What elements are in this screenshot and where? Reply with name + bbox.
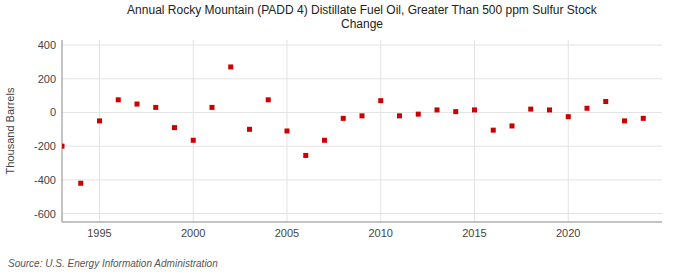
x-grid-line — [99, 40, 100, 222]
point — [491, 128, 496, 133]
y-axis-label: Thousand Barrels — [4, 87, 16, 174]
point — [416, 112, 421, 117]
point — [622, 118, 627, 123]
point — [566, 114, 571, 119]
point — [585, 106, 590, 111]
point — [191, 138, 196, 143]
point — [453, 109, 458, 114]
y-tick-label: -600 — [34, 208, 56, 220]
y-grid-line — [62, 179, 662, 180]
point — [116, 97, 121, 102]
point — [510, 123, 515, 128]
point — [62, 144, 65, 149]
point — [135, 102, 140, 107]
point — [303, 153, 308, 158]
point — [78, 181, 83, 186]
point — [97, 118, 102, 123]
y-tick-label: -400 — [34, 174, 56, 186]
grid — [62, 40, 662, 222]
point — [210, 105, 215, 110]
x-tick-label: 2015 — [462, 227, 486, 239]
point — [603, 99, 608, 104]
chart: -600 -400 -200 0 200 400 1995 2000 2005 2010 2015 2… — [0, 0, 675, 275]
y-grid-line — [62, 213, 662, 214]
x-grid-line — [568, 40, 569, 222]
y-tick-label: 400 — [38, 39, 56, 51]
source-note: Source: U.S. Energy Information Administ… — [8, 258, 218, 269]
point — [360, 113, 365, 118]
point — [153, 105, 158, 110]
x-tick-label: 2020 — [556, 227, 580, 239]
y-tick-label: 0 — [50, 106, 56, 118]
point — [247, 127, 252, 132]
point — [547, 107, 552, 112]
point — [228, 64, 233, 69]
point — [341, 116, 346, 121]
point — [378, 98, 383, 103]
point — [285, 129, 290, 134]
point — [641, 116, 646, 121]
y-axis-line — [62, 40, 63, 222]
point — [266, 97, 271, 102]
y-tick-label: -200 — [34, 140, 56, 152]
x-grid-line — [474, 40, 475, 222]
x-grid-line — [193, 40, 194, 222]
title: Annual Rocky Mountain (PADD 4) Distillat… — [127, 3, 598, 31]
y-tick-label: 200 — [38, 73, 56, 85]
points — [62, 64, 646, 185]
y-grid-line — [62, 112, 662, 113]
point — [322, 138, 327, 143]
x-tick-label: 1995 — [87, 227, 111, 239]
y-grid-line — [62, 146, 662, 147]
x-grid-line — [380, 40, 381, 222]
x-tick-label: 2000 — [181, 227, 205, 239]
chart-container: -600 -400 -200 0 200 400 1995 2000 2005 2010 2015 2… — [0, 0, 675, 275]
point — [528, 107, 533, 112]
x-tick-label: 2005 — [275, 227, 299, 239]
y-grid-line — [62, 45, 662, 46]
point — [397, 113, 402, 118]
y-grid-line — [62, 78, 662, 79]
x-axis-line — [62, 222, 662, 223]
point — [172, 125, 177, 130]
point — [472, 107, 477, 112]
point — [435, 107, 440, 112]
x-tick-label: 2010 — [369, 227, 393, 239]
